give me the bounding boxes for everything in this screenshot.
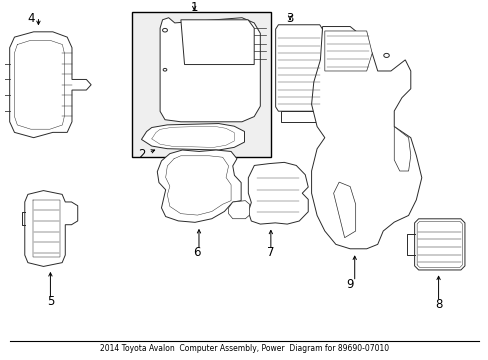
Text: 8: 8 bbox=[434, 298, 441, 311]
Polygon shape bbox=[248, 162, 307, 224]
Text: 6: 6 bbox=[192, 246, 200, 259]
Polygon shape bbox=[141, 123, 244, 150]
Polygon shape bbox=[311, 27, 421, 249]
Text: 2014 Toyota Avalon  Computer Assembly, Power  Diagram for 89690-07010: 2014 Toyota Avalon Computer Assembly, Po… bbox=[100, 344, 388, 353]
Polygon shape bbox=[322, 38, 330, 98]
Polygon shape bbox=[25, 190, 78, 266]
Polygon shape bbox=[333, 182, 355, 238]
Polygon shape bbox=[414, 219, 464, 270]
Polygon shape bbox=[275, 25, 322, 111]
Polygon shape bbox=[228, 201, 249, 219]
Text: 1: 1 bbox=[190, 1, 198, 14]
Text: 4: 4 bbox=[27, 12, 35, 25]
Polygon shape bbox=[281, 111, 316, 122]
Polygon shape bbox=[181, 20, 254, 64]
Text: 5: 5 bbox=[47, 295, 54, 308]
Polygon shape bbox=[324, 31, 371, 71]
Polygon shape bbox=[157, 150, 241, 222]
Polygon shape bbox=[10, 32, 91, 138]
Text: 9: 9 bbox=[346, 278, 353, 291]
Text: 3: 3 bbox=[286, 12, 293, 25]
Text: 2: 2 bbox=[138, 148, 145, 161]
Bar bbox=[132, 13, 270, 157]
Polygon shape bbox=[393, 127, 410, 171]
Text: 7: 7 bbox=[266, 246, 274, 259]
Polygon shape bbox=[160, 18, 260, 122]
